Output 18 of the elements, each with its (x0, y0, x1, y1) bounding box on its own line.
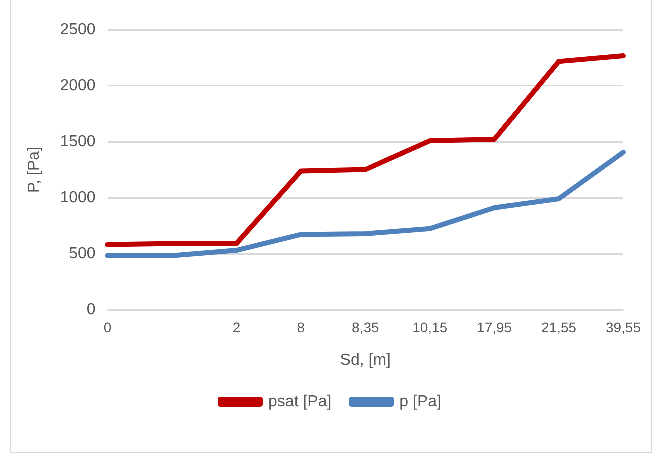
x-tick-label: 10,15 (412, 319, 448, 336)
x-tick-label: 39,55 (606, 319, 642, 336)
y-tick-label: 1000 (60, 189, 96, 206)
y-tick-label: 2000 (60, 77, 96, 94)
x-axis-title: Sd, [m] (340, 352, 391, 369)
y-tick-label: 0 (86, 301, 96, 318)
legend-label: psat [Pa] (268, 393, 332, 410)
legend-label: p [Pa] (400, 393, 442, 410)
x-tick-label: 8,35 (352, 319, 380, 336)
x-tick-label: 0 (104, 319, 112, 336)
x-tick-label: 17,95 (477, 319, 512, 336)
y-tick-label: 2500 (60, 21, 96, 38)
x-tick-label: 2 (232, 319, 241, 336)
y-tick-label: 1500 (60, 133, 96, 150)
x-tick-label: 8 (297, 319, 306, 336)
y-axis-title: P, [Pa] (26, 147, 44, 193)
x-tick-label: 21,55 (542, 319, 577, 336)
y-tick-label: 500 (69, 245, 96, 262)
